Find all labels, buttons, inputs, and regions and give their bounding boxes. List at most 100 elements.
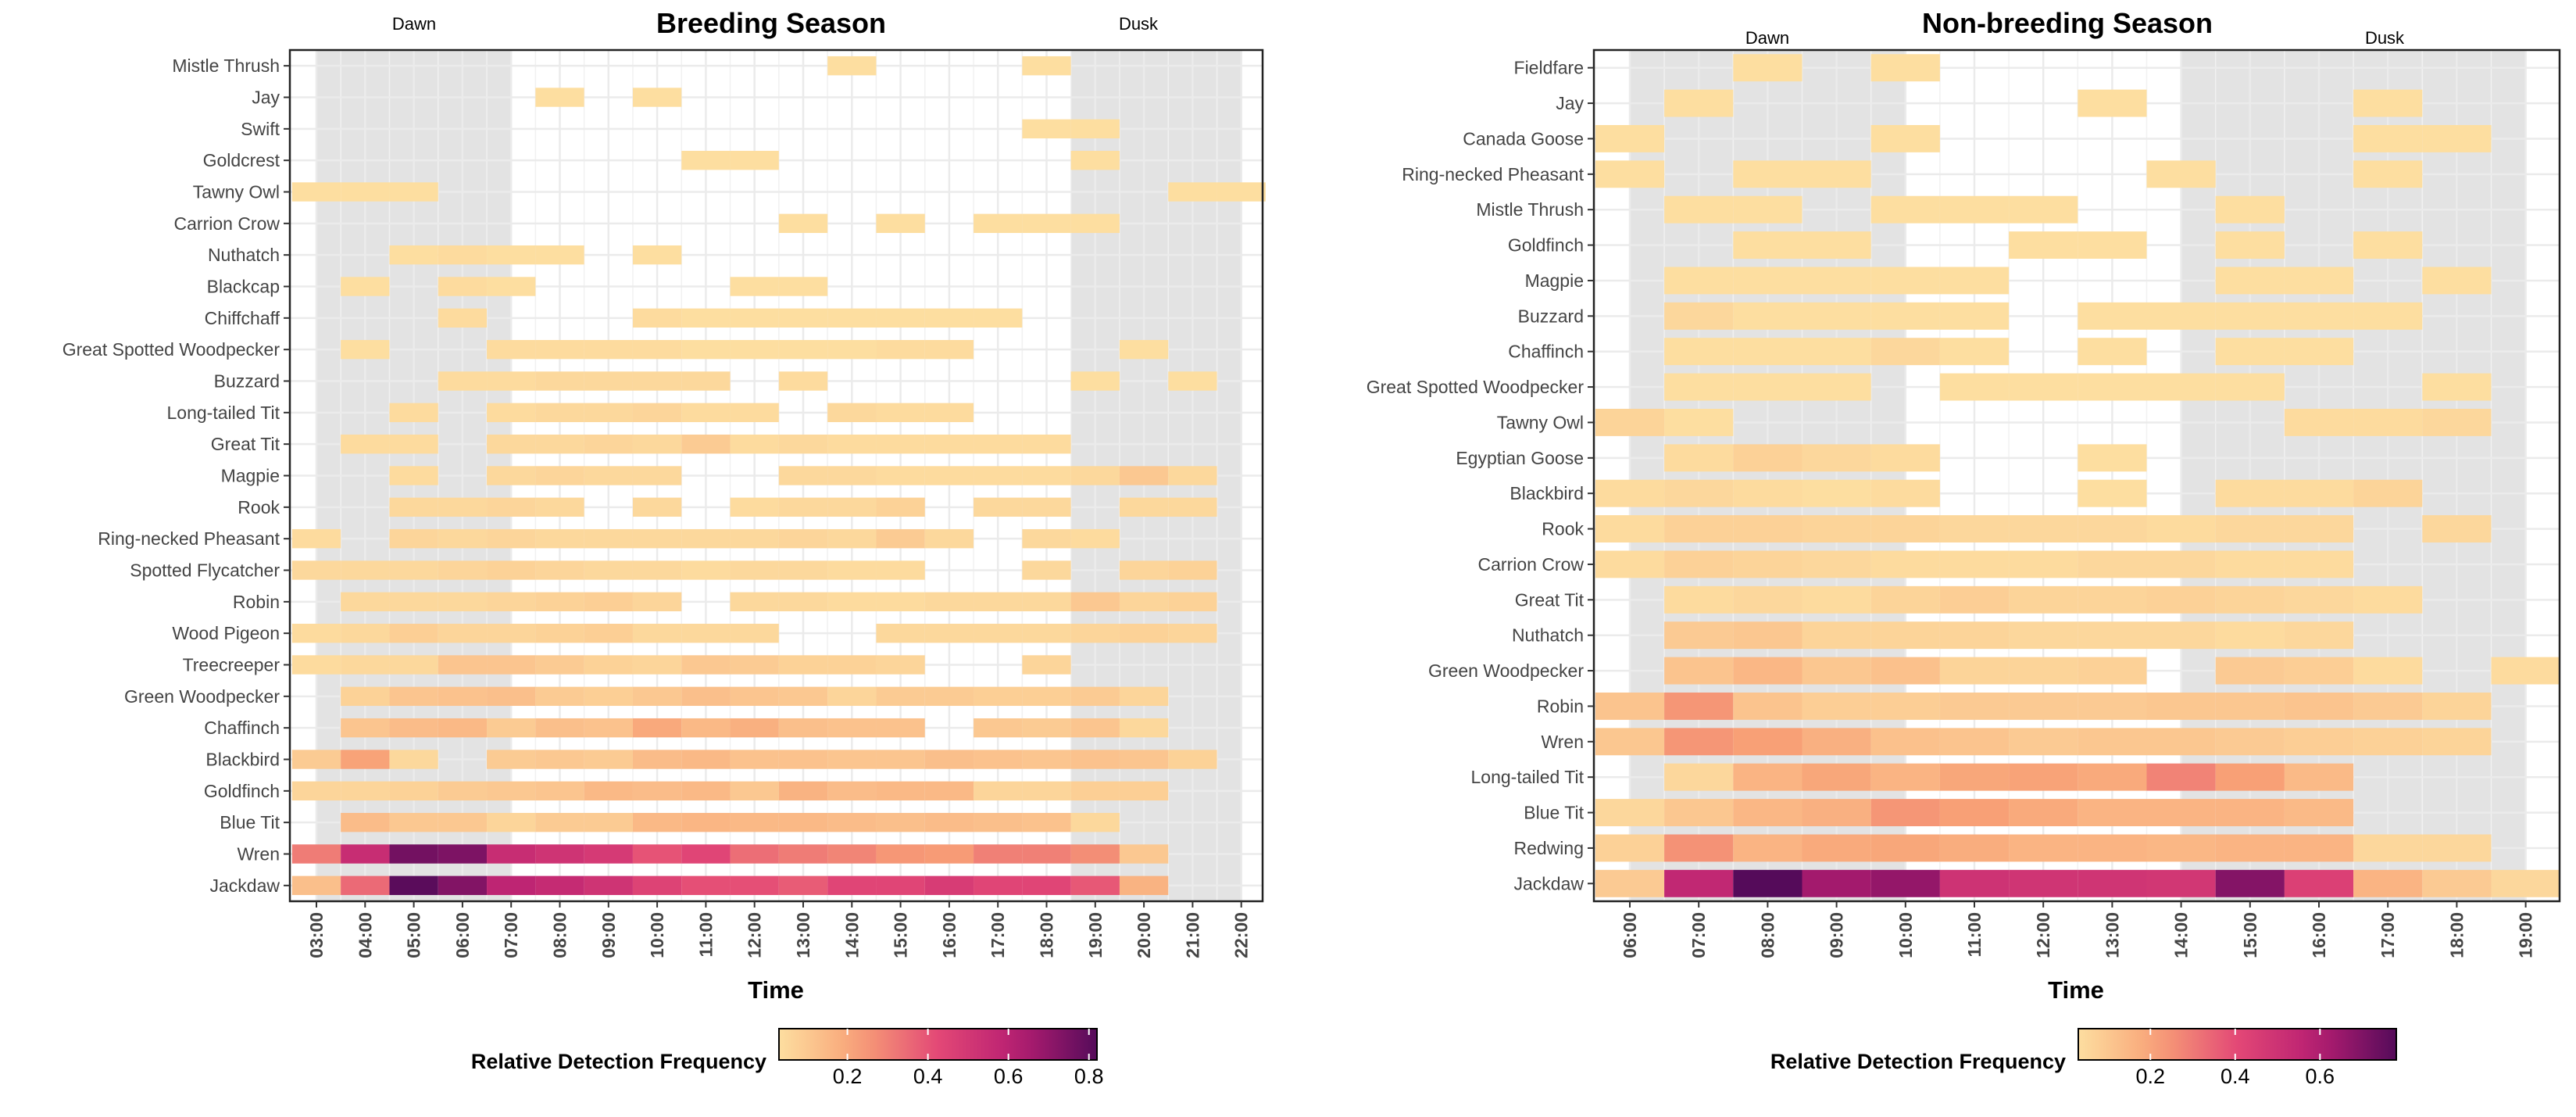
non-breeding-heatmap-cell [1802, 799, 1871, 827]
breeding-x-axis-title: Time [748, 976, 804, 1004]
breeding-heatmap-cell [1022, 560, 1071, 580]
non-breeding-heatmap-cell [2146, 799, 2216, 827]
breeding-y-tick-label: Jackdaw [210, 875, 280, 896]
breeding-heatmap-cell [584, 592, 633, 612]
breeding-heatmap-cell [438, 655, 488, 675]
non-breeding-heatmap-cell [2215, 302, 2285, 330]
breeding-heatmap-cell [876, 875, 925, 896]
breeding-heatmap-cell [632, 623, 682, 643]
breeding-heatmap-cell [681, 812, 731, 832]
breeding-heatmap-cell [730, 560, 779, 580]
breeding-heatmap-cell [584, 403, 633, 423]
breeding-heatmap-cell [535, 371, 584, 391]
breeding-heatmap-cell [632, 655, 682, 675]
non-breeding-heatmap-cell [2078, 728, 2147, 756]
breeding-heatmap-cell [730, 434, 779, 454]
breeding-heatmap-cell [584, 528, 633, 549]
breeding-heatmap-cell [1119, 844, 1169, 864]
breeding-heatmap-cell [389, 750, 438, 769]
non-breeding-heatmap-cell [2422, 728, 2492, 756]
breeding-y-tick-label: Great Spotted Woodpecker [63, 339, 280, 360]
non-breeding-y-tick-label: Goldfinch [1508, 235, 1584, 256]
breeding-heatmap-cell [291, 875, 341, 896]
breeding-heatmap-cell [1070, 844, 1120, 864]
non-breeding-y-tick-label: Egyptian Goose [1456, 448, 1584, 468]
non-breeding-heatmap-cell [2284, 302, 2354, 330]
non-breeding-heatmap-cell [1802, 657, 1871, 685]
breeding-heatmap-cell [876, 686, 925, 707]
breeding-heatmap-cell [974, 592, 1023, 612]
non-breeding-x-tick-label: 11:00 [1964, 912, 1985, 958]
breeding-heatmap-cell [632, 592, 682, 612]
non-breeding-y-tick-label: Fieldfare [1514, 58, 1584, 78]
breeding-heatmap-cell [924, 686, 974, 707]
breeding-heatmap-cell [778, 466, 828, 485]
non-breeding-heatmap-cell [1664, 89, 1734, 117]
breeding-heatmap-cell [341, 812, 390, 832]
breeding-x-tick-label: 19:00 [1085, 912, 1106, 958]
breeding-heatmap-cell [1168, 750, 1217, 769]
non-breeding-heatmap-cell [2284, 267, 2354, 295]
breeding-heatmap-cell [730, 308, 779, 328]
non-breeding-heatmap-cell [1664, 195, 1734, 224]
breeding-heatmap-cell [584, 781, 633, 801]
breeding-heatmap-cell [1070, 750, 1120, 769]
breeding-heatmap-cell [291, 844, 341, 864]
breeding-heatmap-cell [876, 213, 925, 234]
non-breeding-heatmap-cell [2353, 728, 2423, 756]
non-breeding-heatmap-cell [1733, 231, 1802, 260]
breeding-heatmap-cell [632, 781, 682, 801]
non-breeding-heatmap-cell [2078, 231, 2147, 260]
breeding-heatmap-cell [1022, 844, 1071, 864]
breeding-y-tick-label: Green Woodpecker [124, 686, 280, 707]
breeding-heatmap-cell [389, 875, 438, 896]
breeding-heatmap-cell [1119, 497, 1169, 517]
breeding-x-tick-label: 22:00 [1231, 912, 1252, 958]
breeding-heatmap-cell [1168, 623, 1217, 643]
non-breeding-heatmap-cell [2078, 763, 2147, 791]
non-breeding-y-tick-label: Tawny Owl [1497, 412, 1584, 432]
breeding-heatmap-cell [778, 371, 828, 391]
non-breeding-heatmap-cell [2078, 834, 2147, 862]
breeding-heatmap-cell [584, 655, 633, 675]
non-breeding-heatmap-cell [1870, 54, 1940, 82]
breeding-heatmap-cell [827, 592, 877, 612]
breeding-heatmap-cell [1168, 182, 1217, 202]
breeding-heatmap-cell [730, 403, 779, 423]
breeding-heatmap-cell [1022, 623, 1071, 643]
breeding-heatmap-cell [487, 781, 536, 801]
breeding-heatmap-cell [535, 88, 584, 107]
breeding-heatmap-cell [487, 371, 536, 391]
breeding-heatmap-cell [876, 750, 925, 769]
non-breeding-heatmap-cell [2078, 479, 2147, 507]
non-breeding-heatmap-cell [2422, 267, 2492, 295]
non-breeding-heatmap-cell [2353, 160, 2423, 188]
breeding-heatmap-cell [632, 686, 682, 707]
non-breeding-heatmap-cell [2146, 373, 2216, 401]
breeding-heatmap-cell [487, 718, 536, 738]
non-breeding-heatmap-cell [2353, 302, 2423, 330]
breeding-heatmap-cell [778, 718, 828, 738]
breeding-heatmap-cell [1119, 686, 1169, 707]
breeding-heatmap-cell [487, 434, 536, 454]
breeding-heatmap-cell [681, 844, 731, 864]
breeding-y-tick-label: Blue Tit [220, 812, 280, 832]
non-breeding-heatmap-cell [1733, 479, 1802, 507]
breeding-heatmap-cell [1070, 371, 1120, 391]
breeding-heatmap-cell [438, 686, 488, 707]
breeding-heatmap-cell [681, 560, 731, 580]
non-breeding-heatmap-cell [1870, 515, 1940, 543]
non-breeding-heatmap-cell [2078, 799, 2147, 827]
non-breeding-heatmap-cell [2078, 338, 2147, 366]
breeding-y-tick-label: Great Tit [211, 434, 280, 454]
non-breeding-heatmap-cell [2078, 621, 2147, 650]
non-breeding-heatmap-cell [1664, 408, 1734, 436]
non-breeding-heatmap-cell [2284, 621, 2354, 650]
breeding-heatmap-cell [389, 686, 438, 707]
non-breeding-heatmap-cell [1802, 728, 1871, 756]
non-breeding-heatmap-cell [2284, 585, 2354, 614]
breeding-heatmap-cell [389, 844, 438, 864]
breeding-heatmap-cell [730, 150, 779, 170]
breeding-heatmap-cell [1022, 781, 1071, 801]
breeding-heatmap-cell [1217, 182, 1266, 202]
